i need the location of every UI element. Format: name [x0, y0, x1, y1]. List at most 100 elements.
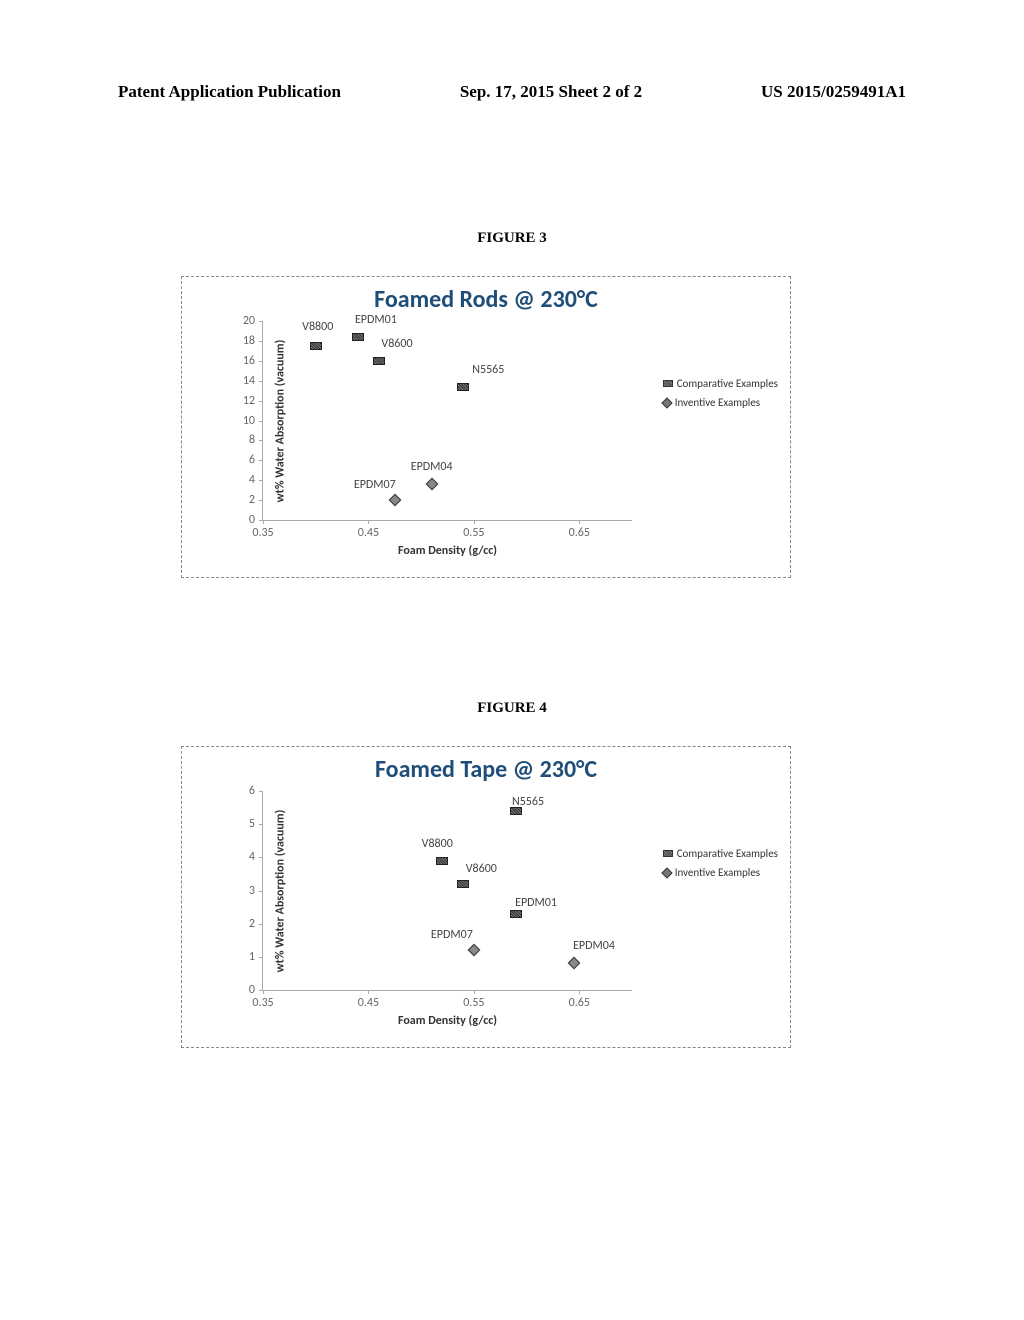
x-tick-label: 0.65 — [569, 526, 590, 540]
comparative-point — [457, 880, 469, 888]
inventive-point — [425, 478, 438, 491]
y-tick-label: 5 — [249, 817, 255, 831]
x-tick — [579, 990, 580, 994]
legend-inventive-label: Inventive Examples — [675, 396, 760, 409]
y-tick — [259, 957, 263, 958]
y-axis-label-4: wt% Water Absorption (vacuum) — [273, 809, 287, 972]
legend-inventive-label: Inventive Examples — [675, 866, 760, 879]
x-tick-label: 0.35 — [252, 996, 273, 1010]
y-tick — [259, 500, 263, 501]
x-tick-label: 0.35 — [252, 526, 273, 540]
y-tick — [259, 460, 263, 461]
x-tick-label: 0.55 — [463, 526, 484, 540]
y-tick-label: 12 — [243, 394, 255, 408]
point-label: V8800 — [422, 837, 453, 851]
header-right: US 2015/0259491A1 — [761, 82, 906, 102]
inventive-point — [568, 957, 581, 970]
legend-inventive: Inventive Examples — [663, 396, 778, 409]
plot-area-4: Foam Density (g/cc) wt% Water Absorption… — [262, 791, 632, 991]
figure-4-title: FIGURE 4 — [477, 700, 547, 717]
y-tick-label: 0 — [249, 983, 255, 997]
y-tick — [259, 480, 263, 481]
y-tick — [259, 791, 263, 792]
point-label: V8600 — [381, 337, 412, 351]
point-label: EPDM07 — [354, 478, 396, 492]
point-label: V8600 — [466, 862, 497, 876]
comparative-point — [352, 333, 364, 341]
y-tick-label: 0 — [249, 513, 255, 527]
point-label: N5565 — [472, 363, 504, 377]
y-axis-label-3: wt% Water Absorption (vacuum) — [273, 339, 287, 502]
y-tick-label: 10 — [243, 414, 255, 428]
inventive-point — [388, 494, 401, 507]
marker-comparative-icon — [663, 380, 673, 387]
header-center: Sep. 17, 2015 Sheet 2 of 2 — [460, 82, 642, 102]
y-tick-label: 20 — [243, 314, 255, 328]
y-tick — [259, 857, 263, 858]
x-axis-label-3: Foam Density (g/cc) — [398, 544, 497, 558]
x-tick — [263, 990, 264, 994]
x-tick — [368, 990, 369, 994]
legend-3: Comparative Examples Inventive Examples — [663, 377, 778, 415]
x-tick — [579, 520, 580, 524]
figure-4-chart: Foamed Tape @ 230°C Foam Density (g/cc) … — [181, 746, 791, 1048]
y-tick-label: 2 — [249, 917, 255, 931]
legend-comparative: Comparative Examples — [663, 377, 778, 390]
point-label: EPDM01 — [515, 896, 557, 910]
y-tick — [259, 361, 263, 362]
point-label: EPDM04 — [411, 460, 453, 474]
marker-inventive-icon — [661, 397, 672, 408]
page-header: Patent Application Publication Sep. 17, … — [0, 82, 1024, 102]
header-left: Patent Application Publication — [118, 82, 341, 102]
y-tick — [259, 440, 263, 441]
x-tick — [263, 520, 264, 524]
comparative-point — [310, 342, 322, 350]
marker-comparative-icon — [663, 850, 673, 857]
y-tick-label: 8 — [249, 433, 255, 447]
marker-inventive-icon — [661, 867, 672, 878]
point-label: V8800 — [302, 320, 333, 334]
point-label: EPDM04 — [573, 939, 615, 953]
y-tick — [259, 401, 263, 402]
comparative-point — [510, 910, 522, 918]
y-tick-label: 6 — [249, 784, 255, 798]
y-tick — [259, 891, 263, 892]
x-tick — [474, 990, 475, 994]
plot-area-3: Foam Density (g/cc) wt% Water Absorption… — [262, 321, 632, 521]
y-tick — [259, 341, 263, 342]
comparative-point — [457, 383, 469, 391]
y-tick-label: 4 — [249, 473, 255, 487]
x-tick — [368, 520, 369, 524]
y-tick — [259, 824, 263, 825]
x-tick — [474, 520, 475, 524]
figure-3-chart: Foamed Rods @ 230°C Foam Density (g/cc) … — [181, 276, 791, 578]
y-tick — [259, 381, 263, 382]
figure-3-title: FIGURE 3 — [477, 230, 547, 247]
chart-4-title: Foamed Tape @ 230°C — [375, 755, 597, 784]
y-tick-label: 1 — [249, 950, 255, 964]
x-axis-label-4: Foam Density (g/cc) — [398, 1014, 497, 1028]
y-tick — [259, 924, 263, 925]
point-label: N5565 — [512, 795, 544, 809]
y-tick-label: 14 — [243, 374, 255, 388]
legend-comparative: Comparative Examples — [663, 847, 778, 860]
y-tick-label: 18 — [243, 334, 255, 348]
y-tick-label: 4 — [249, 850, 255, 864]
legend-4: Comparative Examples Inventive Examples — [663, 847, 778, 885]
chart-3-title: Foamed Rods @ 230°C — [374, 285, 598, 314]
x-tick-label: 0.55 — [463, 996, 484, 1010]
y-tick — [259, 421, 263, 422]
y-tick-label: 2 — [249, 493, 255, 507]
legend-inventive: Inventive Examples — [663, 866, 778, 879]
comparative-point — [373, 357, 385, 365]
x-tick-label: 0.65 — [569, 996, 590, 1010]
y-tick — [259, 321, 263, 322]
comparative-point — [436, 857, 448, 865]
point-label: EPDM07 — [431, 928, 473, 942]
inventive-point — [467, 944, 480, 957]
x-tick-label: 0.45 — [358, 996, 379, 1010]
y-tick-label: 16 — [243, 354, 255, 368]
x-tick-label: 0.45 — [358, 526, 379, 540]
legend-comparative-label: Comparative Examples — [677, 377, 778, 390]
point-label: EPDM01 — [355, 313, 397, 327]
